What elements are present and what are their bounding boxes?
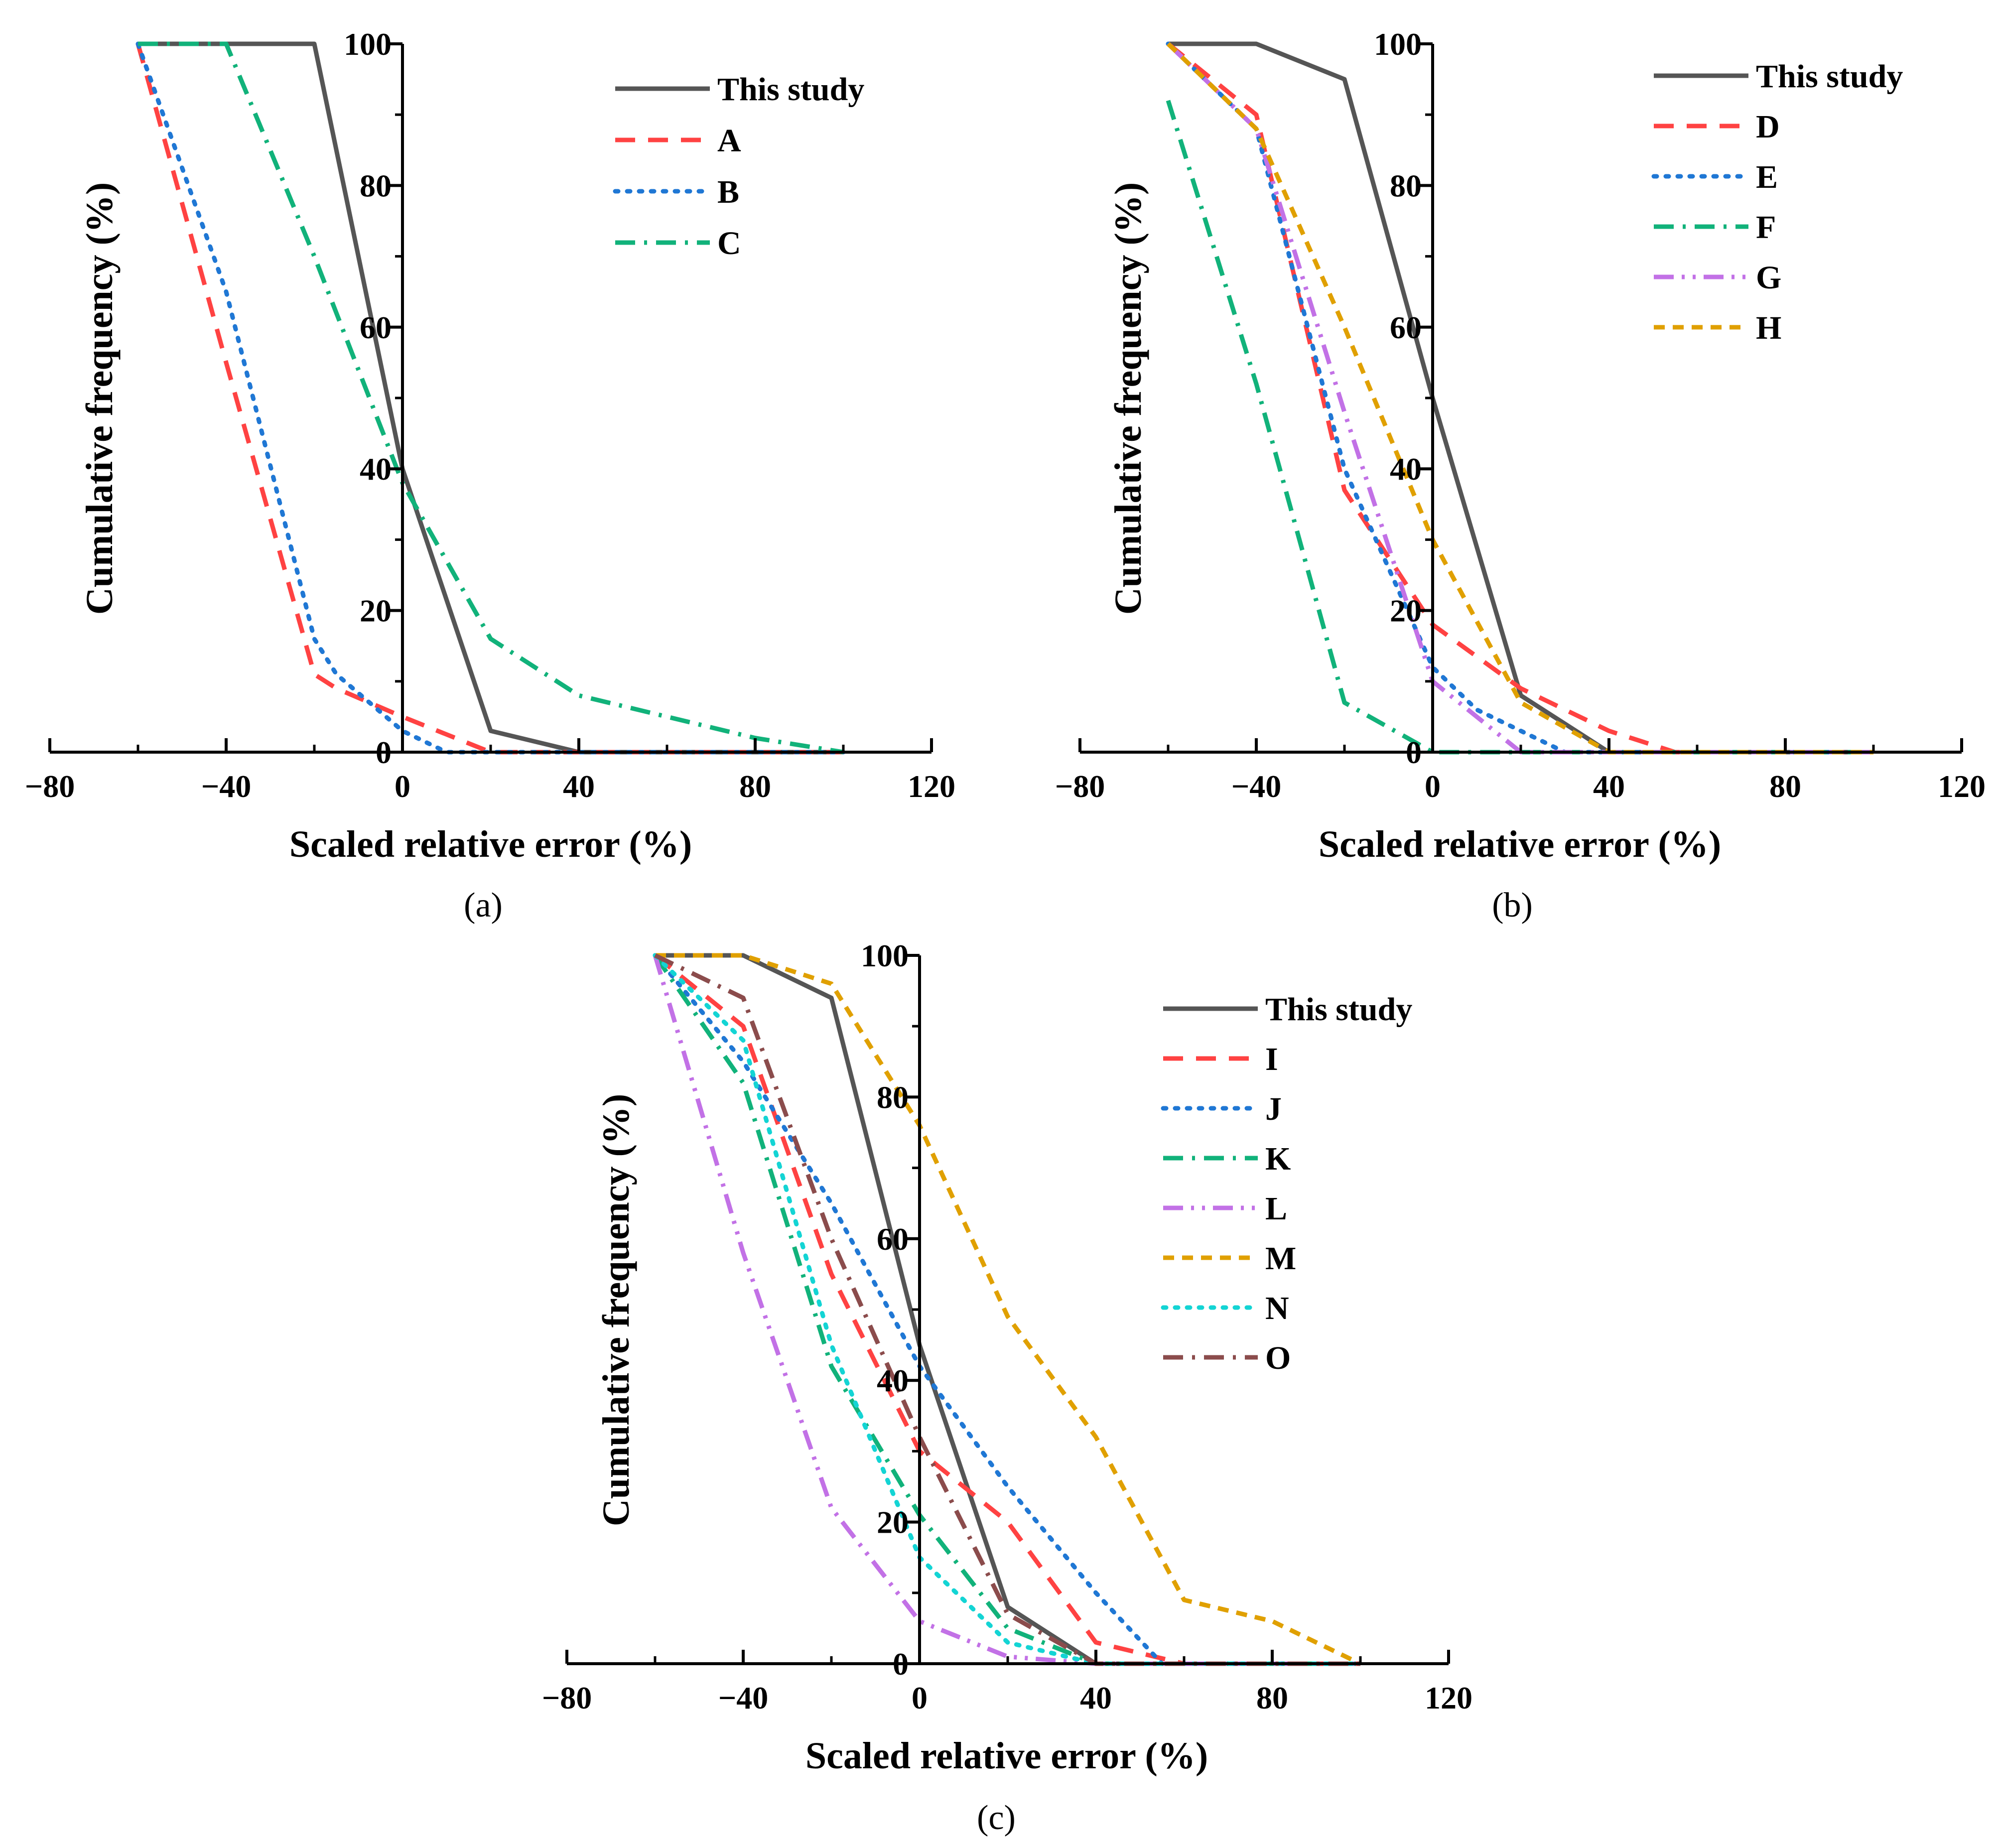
legend-label-b: B: [717, 174, 739, 210]
legend-label-o: O: [1265, 1340, 1291, 1376]
y-tick-label: 80: [877, 1079, 909, 1115]
series-line-o: [654, 953, 1360, 1666]
y-tick-label: 100: [861, 938, 909, 973]
x-tick-label: −40: [201, 769, 251, 804]
panel-b: −80 −40 0 40 80 120 0 20 40 60 80 100 Scaled relativ…: [1055, 26, 1986, 924]
x-tick-label: 40: [1080, 1680, 1112, 1716]
y-tick-label: 40: [877, 1363, 909, 1398]
legend-label-l: L: [1265, 1190, 1287, 1227]
y-tick-label: 80: [1390, 168, 1422, 203]
y-tick-label: 20: [877, 1505, 909, 1540]
panel-caption: (a): [464, 886, 503, 924]
x-tick-label: −40: [718, 1680, 768, 1716]
legend-label-h: H: [1756, 310, 1781, 346]
x-axis-title: Scaled relative error (%): [805, 1735, 1208, 1777]
x-tick-label: 0: [1425, 769, 1441, 804]
legend-label-i: I: [1265, 1041, 1278, 1077]
y-tick-label: 80: [360, 168, 392, 203]
legend-label-this-study: This study: [717, 71, 864, 108]
x-tick-label: −40: [1231, 769, 1281, 804]
x-tick-label: −80: [25, 769, 75, 804]
series-line-l: [653, 954, 1360, 1666]
x-tick-label: 0: [395, 769, 410, 804]
y-tick-label: 60: [1390, 310, 1422, 345]
panel-c: −80 −40 0 40 80 120 0 20 40 60 80 100 Scaled relativ…: [542, 938, 1472, 1837]
x-tick-label: 40: [1593, 769, 1625, 804]
y-tick-label: 0: [893, 1646, 909, 1682]
y-tick-label: 20: [360, 593, 392, 629]
x-axis-title: Scaled relative error (%): [289, 823, 692, 865]
y-tick-label: 60: [877, 1221, 909, 1257]
x-tick-label: 80: [1769, 769, 1801, 804]
y-axis-title: Cumulative frequency (%): [1107, 182, 1149, 615]
series-line-c: [138, 41, 844, 755]
series-line-m: [655, 953, 1361, 1666]
panel-caption: (b): [1492, 886, 1533, 924]
legend-label-d: D: [1756, 109, 1780, 145]
y-tick-label: 60: [360, 310, 392, 345]
series-line-this-study: [1168, 41, 1873, 755]
series-line-e: [1166, 41, 1876, 755]
y-tick-label: 40: [1390, 451, 1422, 487]
y-tick-label: 40: [360, 451, 392, 487]
x-tick-label: 40: [563, 769, 595, 804]
series-line-this-study: [655, 953, 1360, 1666]
x-tick-label: 0: [912, 1680, 928, 1716]
x-tick-label: −80: [542, 1680, 592, 1716]
legend-label-f: F: [1756, 209, 1776, 246]
x-tick-label: 120: [908, 769, 955, 804]
legend-label-g: G: [1756, 260, 1781, 296]
series-line-i: [654, 953, 1360, 1666]
legend-label-e: E: [1756, 159, 1778, 195]
y-tick-label: 100: [1374, 26, 1422, 62]
x-tick-label: −80: [1055, 769, 1105, 804]
y-tick-label: 20: [1390, 593, 1422, 629]
panel-caption: (c): [977, 1799, 1016, 1837]
legend-label-a: A: [717, 123, 741, 159]
x-tick-label: 120: [1938, 769, 1986, 804]
legend-label-j: J: [1265, 1091, 1282, 1127]
series-line-j: [653, 953, 1363, 1666]
legend-label-this-study: This study: [1756, 58, 1903, 95]
x-tick-label: 80: [739, 769, 771, 804]
legend-label-m: M: [1265, 1240, 1296, 1277]
legend-label-n: N: [1265, 1290, 1289, 1326]
series-line-d: [1167, 42, 1873, 755]
legend-label-k: K: [1265, 1141, 1291, 1177]
series-line-h: [1166, 42, 1873, 755]
series-line-k: [653, 954, 1360, 1666]
panel-a: −80 −40 0 40 80 120 0 20 40 60 80 100 Scaled relativ…: [25, 26, 955, 924]
x-tick-label: 120: [1425, 1680, 1472, 1716]
y-axis-title: Cumulative frequency (%): [79, 182, 121, 615]
series-line-n: [653, 953, 1363, 1666]
y-tick-label: 100: [344, 26, 392, 62]
x-tick-label: 80: [1256, 1680, 1288, 1716]
y-axis-title: Cumulative frequency (%): [595, 1094, 637, 1526]
legend-label-c: C: [717, 225, 741, 262]
y-tick-label: 0: [1406, 735, 1422, 770]
legend-label-this-study: This study: [1265, 991, 1412, 1028]
x-axis-title: Scaled relative error (%): [1319, 823, 1721, 865]
y-tick-label: 0: [376, 735, 392, 770]
series-line-g: [1166, 42, 1873, 755]
